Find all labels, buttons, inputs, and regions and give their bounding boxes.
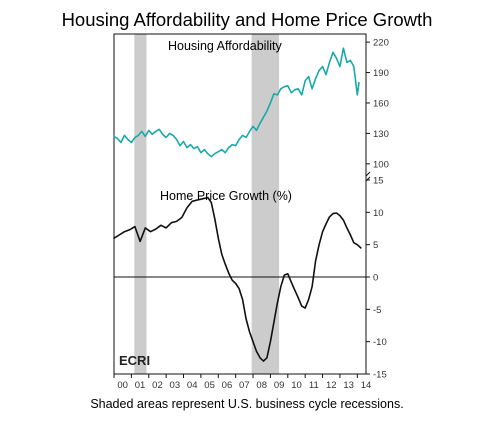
affordability-y-tick-label-130: 130	[373, 129, 389, 140]
ecri-logo: ECRI	[119, 353, 150, 368]
affordability-y-tick-label-190: 190	[373, 68, 389, 79]
chart-title: Housing Affordability and Home Price Gro…	[62, 9, 433, 30]
x-tick-label-09: 09	[274, 380, 285, 391]
panel-divider-left	[365, 171, 371, 177]
x-tick-label-13: 13	[343, 380, 354, 391]
x-tick-label-00: 00	[117, 380, 128, 391]
affordability-y-tick-label-160: 160	[373, 98, 389, 109]
price-growth-series-line	[113, 196, 362, 362]
x-tick-label-03: 03	[170, 380, 181, 391]
x-tick-label-12: 12	[326, 380, 337, 391]
price-growth-y-tick-label-15: 15	[373, 176, 384, 187]
x-tick-label-11: 11	[309, 380, 319, 391]
affordability-y-tick-label-220: 220	[373, 38, 389, 49]
price-growth-y-tick-label--10: -10	[373, 337, 387, 348]
x-tick-label-08: 08	[256, 380, 267, 391]
x-tick-label-14: 14	[361, 380, 372, 391]
recession-band-1	[134, 34, 147, 374]
recession-bands	[134, 34, 280, 374]
price-growth-y-tick-label-0: 0	[373, 273, 378, 284]
x-tick-label-06: 06	[222, 380, 233, 391]
price-growth-y-tick-label--15: -15	[373, 370, 387, 381]
x-tick-label-07: 07	[239, 380, 250, 391]
x-tick-label-02: 02	[152, 380, 163, 391]
series-layer	[113, 47, 362, 362]
x-tick-label-01: 01	[135, 380, 146, 391]
recession-footnote: Shaded areas represent U.S. business cyc…	[90, 397, 403, 411]
x-tick-label-05: 05	[204, 380, 215, 391]
recession-band-2	[251, 34, 280, 374]
plot-border	[113, 33, 367, 375]
affordability-y-tick-label-100: 100	[373, 159, 389, 170]
x-tick-label-10: 10	[291, 380, 302, 391]
price-growth-y-tick-label--5: -5	[373, 305, 381, 316]
x-tick-label-04: 04	[187, 380, 198, 391]
price-growth-y-tick-label-5: 5	[373, 240, 378, 251]
affordability-series-line	[113, 47, 360, 158]
plot-frame	[113, 33, 371, 375]
affordability-panel-label: Housing Affordability	[168, 39, 282, 53]
price-growth-panel-label: Home Price Growth (%)	[160, 189, 292, 203]
axis-ticks: 00 01 02 03 04 05 06 07 08 09 10 11 12 13 141001301601…	[113, 38, 389, 391]
price-growth-y-tick-label-10: 10	[373, 208, 384, 219]
